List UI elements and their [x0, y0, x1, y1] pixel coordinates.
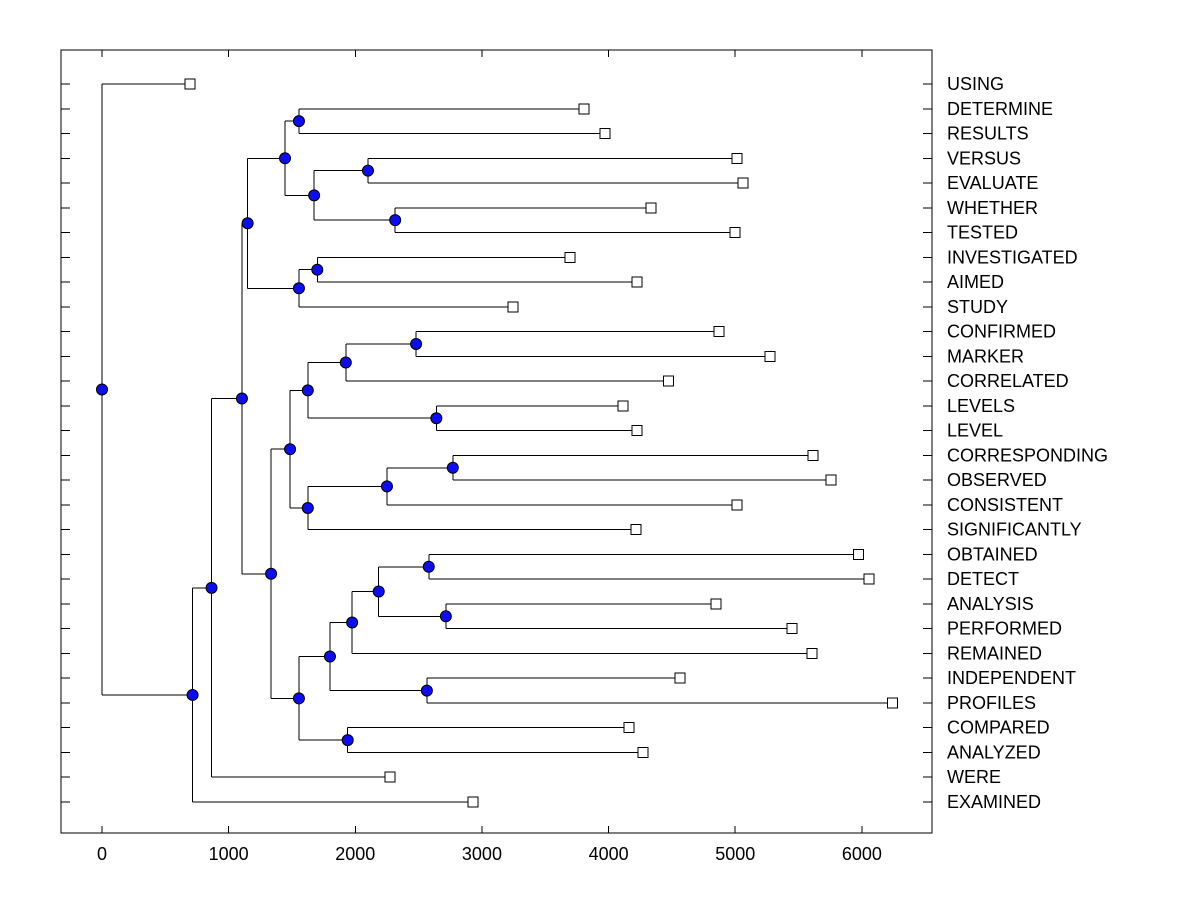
leaf-marker[interactable] — [623, 722, 635, 734]
leaf-marker[interactable] — [599, 128, 611, 140]
internal-node-marker[interactable] — [96, 383, 108, 396]
leaf-marker[interactable] — [737, 177, 749, 189]
leaf-marker[interactable] — [674, 672, 686, 684]
internal-node-marker[interactable] — [186, 688, 199, 701]
leaf-label: RESULTS — [947, 124, 1029, 144]
leaf-label: VERSUS — [947, 148, 1021, 168]
leaf-marker[interactable] — [631, 425, 643, 437]
internal-node-marker[interactable] — [265, 567, 278, 580]
x-tick-label: 3000 — [462, 844, 502, 864]
x-tick-label: 0 — [97, 844, 107, 864]
leaf-marker[interactable] — [710, 598, 722, 610]
leaf-marker[interactable] — [853, 548, 865, 560]
leaf-marker[interactable] — [630, 524, 642, 536]
leaf-label: EVALUATE — [947, 173, 1038, 193]
x-tick-label: 5000 — [715, 844, 755, 864]
leaf-label: TESTED — [947, 223, 1018, 243]
leaf-marker[interactable] — [384, 771, 396, 783]
leaf-label: ANALYZED — [947, 742, 1041, 762]
internal-node-marker[interactable] — [339, 356, 352, 369]
leaf-marker[interactable] — [731, 499, 743, 511]
leaf-label: WERE — [947, 767, 1001, 787]
internal-node-marker[interactable] — [422, 560, 435, 573]
leaf-label: MARKER — [947, 346, 1024, 366]
internal-node-marker[interactable] — [323, 650, 336, 663]
leaf-marker[interactable] — [825, 474, 837, 486]
leaf-marker[interactable] — [578, 103, 590, 115]
leaf-label: COMPARED — [947, 718, 1050, 738]
plot-box — [60, 49, 933, 834]
internal-node-marker[interactable] — [284, 443, 297, 456]
leaf-label: REMAINED — [947, 643, 1042, 663]
leaf-marker[interactable] — [663, 375, 675, 387]
internal-node-marker[interactable] — [241, 217, 254, 230]
internal-node-marker[interactable] — [311, 263, 324, 276]
internal-node-marker[interactable] — [372, 585, 385, 598]
leaf-label: STUDY — [947, 297, 1008, 317]
internal-node-marker[interactable] — [308, 189, 321, 202]
leaf-label: CONFIRMED — [947, 322, 1056, 342]
leaf-label: CONSISTENT — [947, 495, 1063, 515]
internal-node-marker[interactable] — [279, 152, 292, 165]
leaf-marker[interactable] — [564, 251, 576, 263]
leaf-marker[interactable] — [713, 326, 725, 338]
leaf-marker[interactable] — [886, 697, 898, 709]
x-tick-label: 4000 — [589, 844, 629, 864]
leaf-label: WHETHER — [947, 198, 1038, 218]
leaf-marker[interactable] — [184, 78, 196, 90]
internal-node-marker[interactable] — [420, 684, 433, 697]
leaf-label: CORRESPONDING — [947, 445, 1108, 465]
leaf-marker[interactable] — [645, 202, 657, 214]
leaf-label: PERFORMED — [947, 619, 1062, 639]
leaf-marker[interactable] — [786, 623, 798, 635]
internal-node-marker[interactable] — [292, 115, 305, 128]
leaf-marker[interactable] — [631, 276, 643, 288]
leaf-label: ANALYSIS — [947, 594, 1034, 614]
leaf-label: SIGNIFICANTLY — [947, 520, 1082, 540]
leaf-label: EXAMINED — [947, 792, 1041, 812]
x-tick-label: 2000 — [335, 844, 375, 864]
x-tick-label: 1000 — [209, 844, 249, 864]
leaf-marker[interactable] — [617, 400, 629, 412]
internal-node-marker[interactable] — [346, 616, 359, 629]
leaf-label: CORRELATED — [947, 371, 1069, 391]
internal-node-marker[interactable] — [410, 337, 423, 350]
leaf-label: LEVEL — [947, 421, 1003, 441]
leaf-marker[interactable] — [807, 449, 819, 461]
internal-node-marker[interactable] — [361, 164, 374, 177]
internal-node-marker[interactable] — [301, 384, 314, 397]
leaf-marker[interactable] — [731, 152, 743, 164]
internal-node-marker[interactable] — [292, 282, 305, 295]
leaf-label: LEVELS — [947, 396, 1015, 416]
leaf-label: DETECT — [947, 569, 1019, 589]
leaf-marker[interactable] — [863, 573, 875, 585]
internal-node-marker[interactable] — [235, 392, 248, 405]
leaf-label: OBTAINED — [947, 544, 1038, 564]
internal-node-marker[interactable] — [389, 214, 402, 227]
internal-node-marker[interactable] — [205, 581, 218, 594]
leaf-label: PROFILES — [947, 693, 1036, 713]
x-tick-label: 6000 — [842, 844, 882, 864]
leaf-label: DETERMINE — [947, 99, 1053, 119]
internal-node-marker[interactable] — [380, 480, 393, 493]
internal-node-marker[interactable] — [446, 461, 459, 474]
internal-node-marker[interactable] — [292, 692, 305, 705]
leaf-marker[interactable] — [764, 350, 776, 362]
leaf-marker[interactable] — [637, 746, 649, 758]
leaf-marker[interactable] — [467, 796, 479, 808]
leaf-marker[interactable] — [806, 647, 818, 659]
leaf-label: INDEPENDENT — [947, 668, 1076, 688]
leaf-label: OBSERVED — [947, 470, 1047, 490]
internal-node-marker[interactable] — [439, 610, 452, 623]
internal-node-marker[interactable] — [301, 501, 314, 514]
leaf-label: INVESTIGATED — [947, 247, 1078, 267]
leaf-label: USING — [947, 74, 1004, 94]
leaf-marker[interactable] — [729, 227, 741, 239]
leaf-label: AIMED — [947, 272, 1004, 292]
internal-node-marker[interactable] — [430, 412, 443, 425]
internal-node-marker[interactable] — [341, 734, 354, 747]
leaf-marker[interactable] — [507, 301, 519, 313]
